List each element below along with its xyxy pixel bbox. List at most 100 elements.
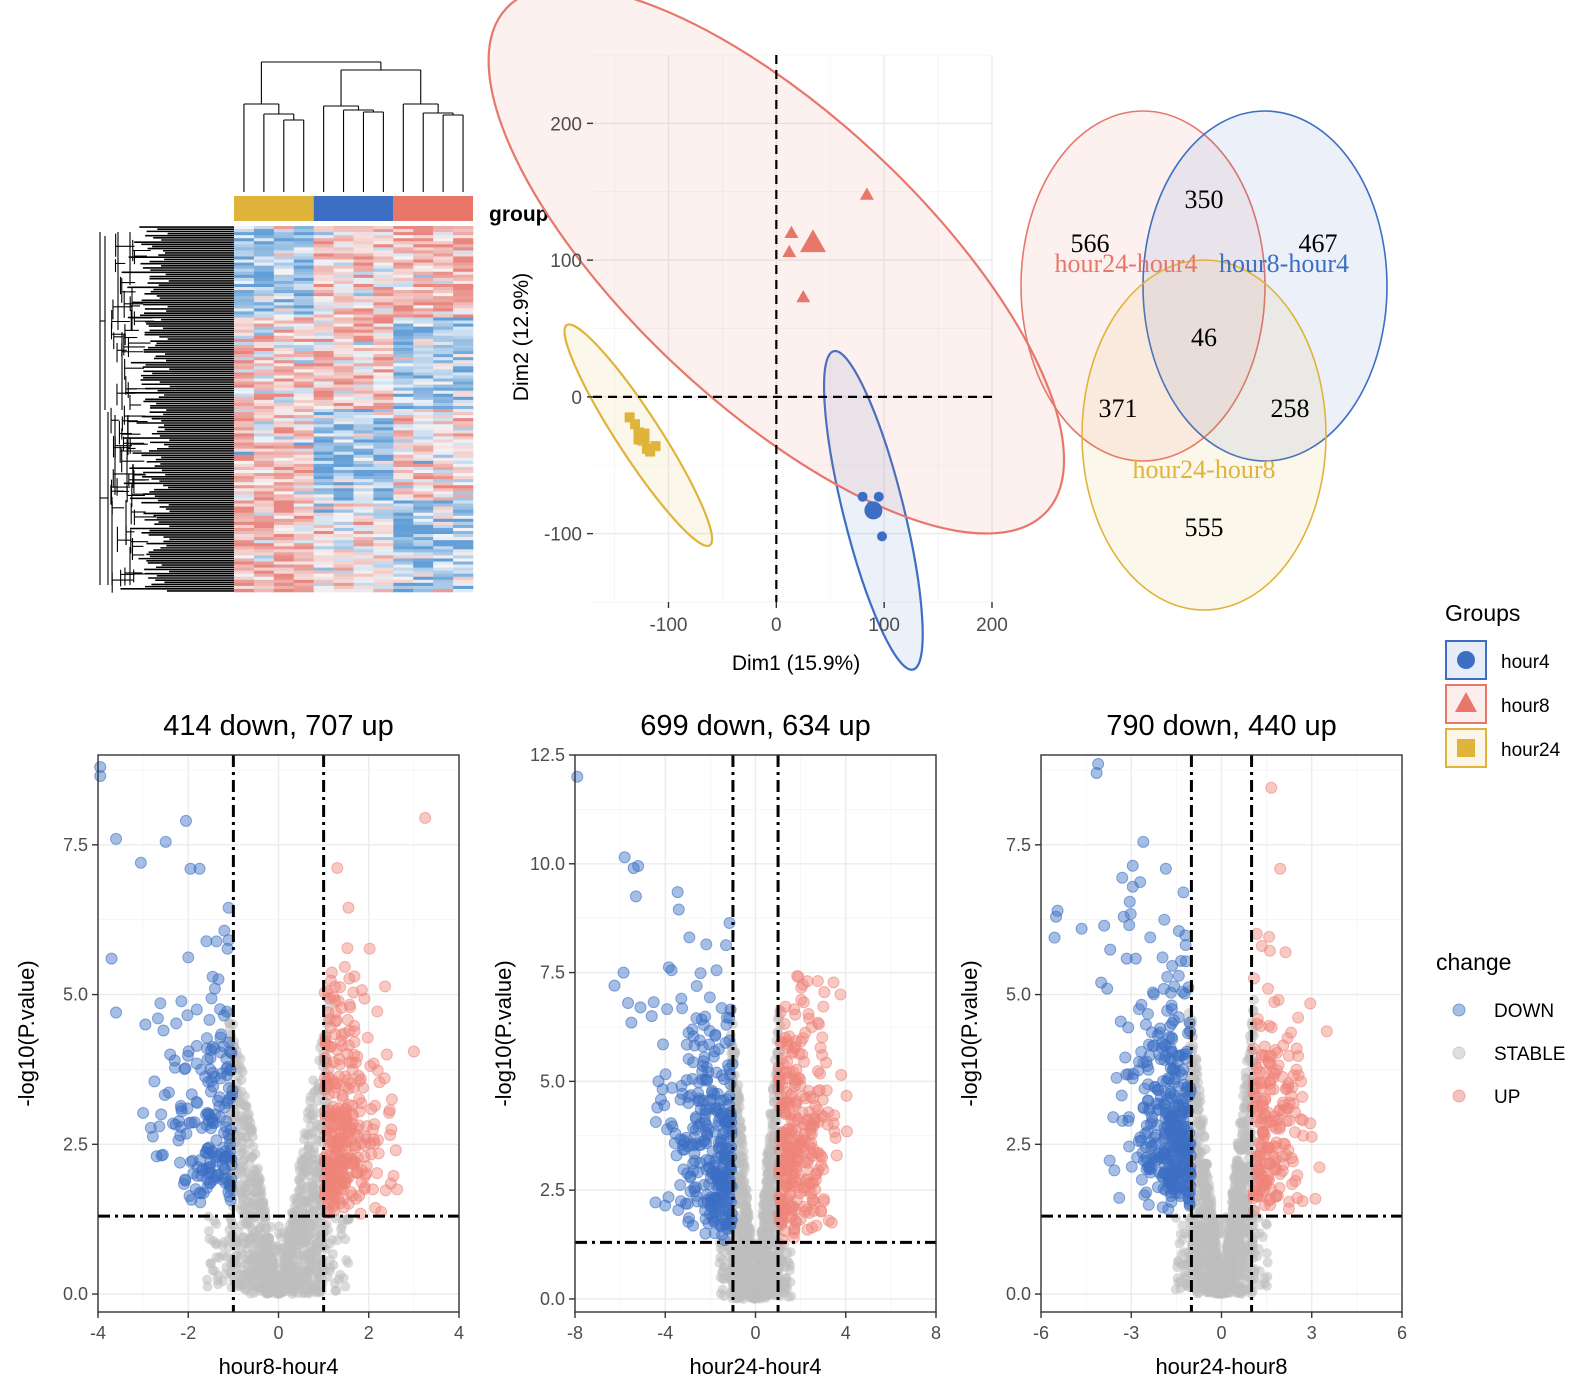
down-point — [210, 935, 223, 948]
heatmap-cell — [453, 338, 474, 343]
pca-point-hour24 — [650, 441, 661, 452]
heatmap-cell — [393, 497, 414, 501]
heatmap-cell — [333, 524, 354, 529]
legend-label-hour4: hour4 — [1501, 652, 1550, 673]
heatmap-cell — [313, 280, 334, 285]
up-point — [342, 1039, 355, 1052]
heatmap-cell — [393, 247, 414, 251]
heatmap-cell — [353, 360, 374, 364]
heatmap-cell — [433, 491, 454, 495]
heatmap-cell — [353, 323, 374, 327]
stable-point — [282, 1273, 293, 1284]
heatmap-cell — [413, 473, 434, 477]
heatmap-cell — [413, 500, 434, 504]
down-point — [159, 835, 172, 848]
heatmap-cell — [273, 460, 295, 465]
heatmap-cell — [413, 290, 434, 294]
heatmap-cell — [453, 247, 474, 251]
heatmap-cell — [353, 293, 374, 297]
heatmap-cell — [393, 457, 414, 462]
heatmap-cell — [333, 454, 354, 459]
stable-point — [301, 1196, 312, 1207]
heatmap-cell — [393, 424, 414, 428]
heatmap-cell — [433, 341, 454, 346]
heatmap-cell — [253, 314, 275, 318]
heatmap-cell — [273, 235, 295, 239]
heatmap-cell — [293, 348, 314, 352]
stable-point — [249, 1259, 260, 1270]
heatmap-cell — [413, 253, 434, 257]
heatmap-cell — [453, 521, 474, 526]
heatmap-cell — [234, 552, 255, 556]
heatmap-cell — [234, 427, 255, 431]
heatmap-cell — [253, 570, 275, 574]
heatmap-cell — [433, 433, 454, 437]
up-point — [363, 942, 376, 955]
down-point — [703, 1024, 716, 1037]
heatmap-cell — [253, 412, 275, 416]
stable-point — [266, 1221, 277, 1232]
heatmap-cell — [373, 378, 394, 382]
heatmap-cell — [413, 527, 434, 532]
heatmap-cell — [433, 229, 454, 233]
pca-point-hour8 — [859, 187, 874, 200]
heatmap-cell — [373, 375, 394, 379]
heatmap-cell — [373, 305, 394, 309]
heatmap-cell — [293, 283, 314, 288]
down-point — [676, 1002, 689, 1015]
legend-label-stable: STABLE — [1494, 1044, 1565, 1065]
pca-point-hour8 — [796, 290, 811, 303]
heatmap-cell — [453, 430, 474, 434]
heatmap-cell — [273, 451, 295, 456]
heatmap-cell — [273, 442, 295, 446]
heatmap-cell — [433, 524, 454, 529]
heatmap-cell — [273, 503, 295, 507]
stable-point — [244, 1138, 255, 1149]
heatmap-cell — [313, 332, 334, 337]
heatmap-cell — [353, 427, 374, 431]
heatmap-cell — [393, 262, 414, 266]
heatmap-cell — [293, 412, 314, 416]
heatmap-cell — [253, 277, 275, 282]
heatmap-cell — [234, 436, 255, 440]
heatmap-cell — [453, 524, 474, 529]
heatmap-cell — [273, 561, 295, 565]
heatmap-cell — [293, 470, 314, 474]
up-point — [369, 1201, 382, 1214]
heatmap-cell — [373, 338, 394, 343]
heatmap-cell — [293, 473, 314, 477]
heatmap-cell — [253, 567, 275, 571]
heatmap-cell — [433, 579, 454, 584]
heatmap-cell — [413, 265, 434, 269]
heatmap-cell — [453, 287, 474, 291]
heatmap-cell — [253, 375, 275, 379]
heatmap-cell — [433, 430, 454, 434]
change-legend-title: change — [1436, 949, 1511, 975]
heatmap-cell — [353, 509, 374, 513]
heatmap-cell — [373, 576, 394, 581]
heatmap-cell — [353, 482, 374, 486]
heatmap-cell — [253, 549, 275, 553]
stable-point — [330, 1285, 341, 1296]
heatmap-cell — [373, 424, 394, 428]
heatmap-cell — [433, 466, 454, 471]
heatmap-cell — [293, 540, 314, 544]
heatmap-cell — [433, 488, 454, 492]
heatmap-cell — [413, 436, 434, 440]
heatmap-cell — [393, 454, 414, 459]
stable-point — [758, 1291, 769, 1302]
heatmap-cell — [313, 558, 334, 562]
heatmap-cell — [293, 287, 314, 291]
down-point — [665, 964, 678, 977]
heatmap-cell — [234, 302, 255, 306]
heatmap-cell — [353, 527, 374, 532]
heatmap-cell — [273, 418, 295, 422]
stable-point — [737, 1138, 748, 1149]
venn-count-abc: 46 — [1191, 323, 1217, 352]
heatmap-cell — [234, 332, 255, 337]
heatmap-cell — [234, 433, 255, 437]
heatmap-cell — [433, 418, 454, 422]
heatmap-cell — [353, 265, 374, 269]
heatmap-cell — [433, 360, 454, 364]
heatmap-cell — [453, 293, 474, 297]
